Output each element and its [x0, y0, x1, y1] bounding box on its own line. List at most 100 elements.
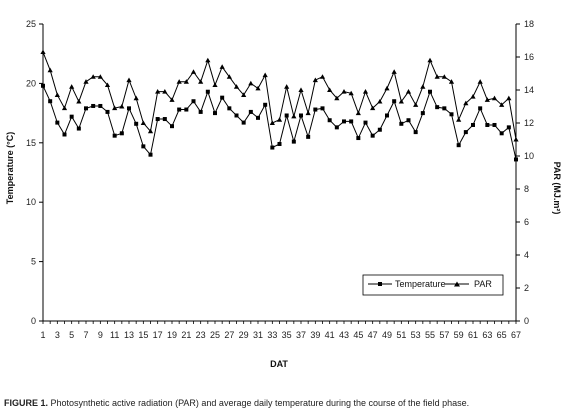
data-point-par: [183, 79, 189, 84]
data-point-par: [327, 87, 333, 92]
data-point-temperature: [141, 144, 146, 149]
data-point-temperature: [377, 127, 382, 132]
x-tick-label: 25: [210, 330, 220, 340]
data-point-temperature: [420, 111, 425, 116]
y-tick-label-right: 10: [524, 151, 534, 161]
x-tick-label: 45: [353, 330, 363, 340]
data-point-par: [348, 90, 354, 96]
data-point-par: [477, 79, 483, 84]
series-group: [40, 49, 519, 162]
data-point-par: [434, 74, 440, 79]
data-point-par: [233, 84, 240, 89]
x-tick-label: 19: [167, 330, 177, 340]
data-point-temperature: [205, 89, 210, 94]
data-point-par: [241, 92, 247, 97]
data-point-par: [305, 110, 311, 116]
data-point-par: [147, 128, 154, 134]
data-point-temperature: [234, 113, 239, 118]
data-point-par: [126, 77, 132, 83]
y-tick-label-left: 10: [26, 197, 36, 207]
data-point-temperature: [134, 121, 139, 126]
data-point-par: [155, 89, 161, 94]
data-point-temperature: [320, 106, 325, 111]
data-point-par: [262, 72, 268, 78]
data-point-temperature: [112, 133, 117, 138]
x-tick-label: 35: [282, 330, 292, 340]
data-point-temperature: [349, 119, 354, 124]
data-point-par: [427, 57, 433, 63]
data-point-temperature: [299, 113, 303, 118]
y-tick-label-left: 20: [26, 78, 36, 88]
x-tick-label: 55: [425, 330, 435, 340]
data-point-temperature: [306, 134, 311, 139]
data-point-temperature: [327, 118, 332, 123]
y-axis-left-title: Temperature (°C): [5, 132, 15, 204]
data-point-par: [362, 89, 369, 94]
legend-label-par: PAR: [474, 279, 492, 289]
data-point-par: [398, 98, 404, 104]
data-point-temperature: [263, 102, 268, 107]
series-par: [40, 49, 519, 142]
x-tick-label: 27: [224, 330, 234, 340]
data-point-temperature: [91, 103, 96, 108]
data-point-par: [54, 92, 60, 97]
y-tick-label-right: 8: [524, 184, 529, 194]
x-tick-label: 53: [411, 330, 421, 340]
data-point-temperature: [456, 143, 461, 148]
data-point-temperature: [148, 152, 153, 157]
data-point-par: [506, 95, 512, 101]
data-point-temperature: [198, 109, 203, 114]
data-point-temperature: [76, 126, 81, 131]
x-tick-label: 49: [382, 330, 392, 340]
data-point-par: [97, 74, 103, 79]
data-point-par: [384, 85, 390, 91]
data-point-par: [176, 79, 182, 84]
data-point-par: [83, 79, 89, 84]
data-point-par: [219, 64, 225, 69]
x-tick-label: 11: [110, 330, 119, 340]
data-point-par: [90, 74, 96, 79]
x-tick-label: 21: [181, 330, 191, 340]
data-point-temperature: [241, 120, 246, 125]
data-point-par: [169, 97, 175, 102]
data-point-par: [298, 87, 304, 92]
data-point-par: [413, 102, 419, 107]
x-axis-title: DAT: [270, 359, 288, 369]
data-point-par: [284, 84, 290, 89]
data-point-temperature: [98, 103, 103, 108]
data-point-temperature: [370, 133, 375, 138]
data-point-temperature: [162, 117, 167, 122]
data-point-temperature: [399, 121, 404, 126]
data-point-temperature: [177, 107, 182, 112]
data-point-temperature: [213, 111, 217, 116]
x-tick-label: 7: [83, 330, 88, 340]
legend: Temperature PAR: [362, 274, 504, 296]
data-point-par: [291, 113, 297, 119]
data-point-temperature: [105, 109, 110, 114]
y-tick-label-left: 0: [31, 316, 36, 326]
data-point-temperature: [413, 130, 418, 135]
data-point-par: [69, 84, 75, 89]
data-point-par: [226, 74, 232, 79]
data-point-temperature: [155, 117, 160, 122]
x-tick-label: 43: [339, 330, 349, 340]
x-tick-label: 9: [98, 330, 103, 340]
data-point-temperature: [506, 125, 511, 130]
data-point-par: [319, 74, 326, 79]
y-tick-label-right: 12: [524, 118, 534, 128]
data-point-par: [255, 85, 261, 91]
x-tick-label: 51: [396, 330, 406, 340]
x-tick-label: 57: [439, 330, 449, 340]
data-point-temperature: [191, 99, 196, 104]
x-tick-label: 61: [468, 330, 478, 340]
data-point-par: [198, 79, 204, 84]
data-point-par: [377, 98, 383, 104]
data-point-temperature: [485, 122, 490, 127]
data-point-par: [456, 117, 462, 122]
legend-marker-par: [454, 281, 460, 287]
data-point-par: [484, 97, 490, 102]
data-point-par: [341, 89, 347, 94]
legend-marker-temperature: [378, 282, 382, 286]
y-tick-label-right: 0: [524, 316, 529, 326]
